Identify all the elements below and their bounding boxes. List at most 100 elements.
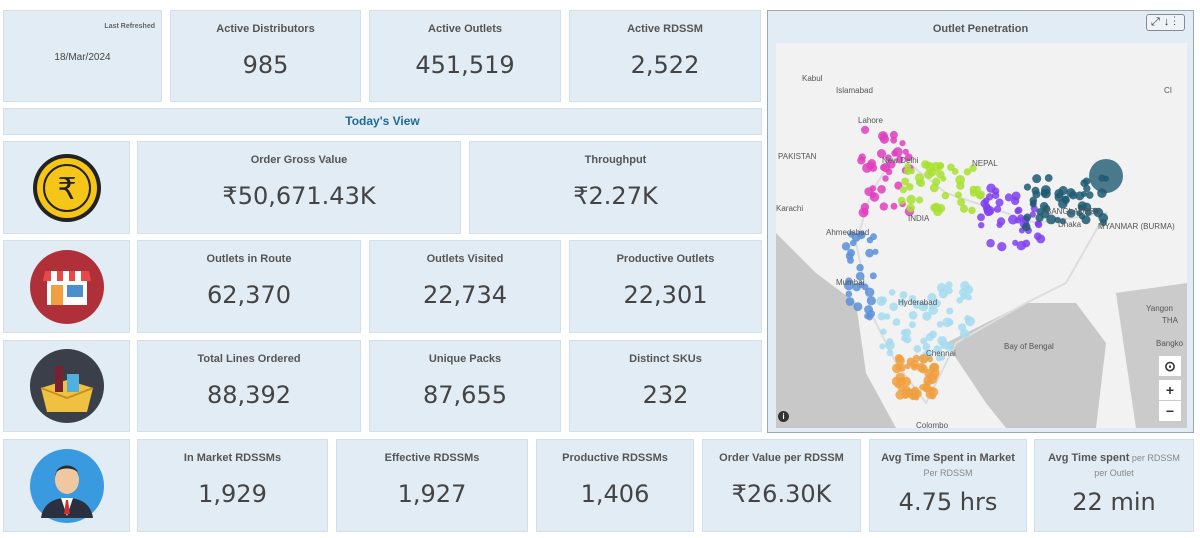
- outlet-dot[interactable]: [923, 375, 934, 386]
- outlet-dot[interactable]: [965, 316, 975, 327]
- outlet-dot[interactable]: [877, 312, 886, 321]
- outlet-dot[interactable]: [1004, 193, 1013, 202]
- outlet-dot[interactable]: [867, 159, 877, 168]
- outlet-dot[interactable]: [914, 389, 922, 398]
- outlet-dot[interactable]: [1010, 196, 1020, 206]
- outlet-dot[interactable]: [945, 287, 953, 295]
- outlet-dot[interactable]: [857, 156, 866, 165]
- outlet-dot[interactable]: [926, 356, 934, 363]
- outlet-dot[interactable]: [1016, 240, 1026, 251]
- outlet-dot[interactable]: [1044, 174, 1053, 182]
- outlet-dot[interactable]: [882, 175, 889, 182]
- outlet-dot[interactable]: [899, 140, 906, 147]
- outlet-dot[interactable]: [889, 302, 898, 312]
- outlet-dot[interactable]: [888, 289, 896, 296]
- outlet-dot[interactable]: [1085, 191, 1094, 199]
- outlet-dot[interactable]: [1032, 190, 1041, 199]
- outlet-dot[interactable]: [1039, 202, 1049, 211]
- outlet-dot[interactable]: [1092, 207, 1099, 214]
- outlet-dot[interactable]: [866, 236, 874, 244]
- outlet-dot[interactable]: [864, 287, 875, 297]
- outlet-dot[interactable]: [937, 335, 948, 346]
- outlet-dot[interactable]: [1089, 159, 1123, 193]
- outlet-dot[interactable]: [969, 164, 977, 173]
- outlet-dot[interactable]: [923, 385, 931, 393]
- outlet-dot[interactable]: [892, 147, 903, 157]
- outlet-dot[interactable]: [872, 248, 879, 255]
- outlet-dot[interactable]: [925, 333, 935, 342]
- outlet-dot[interactable]: [1059, 218, 1067, 225]
- outlet-dot[interactable]: [880, 328, 887, 336]
- outlet-dot[interactable]: [969, 189, 978, 197]
- outlet-dot[interactable]: [916, 196, 924, 204]
- outlet-dot[interactable]: [905, 183, 914, 191]
- zoom-out-button[interactable]: −: [1159, 401, 1181, 421]
- outlet-dot[interactable]: [1066, 208, 1076, 218]
- outlet-dot[interactable]: [995, 198, 1004, 207]
- outlet-dot[interactable]: [908, 295, 917, 303]
- outlet-dot[interactable]: [1066, 188, 1076, 198]
- download-icon[interactable]: ↓: [1163, 16, 1174, 28]
- outlet-dot[interactable]: [1029, 211, 1037, 218]
- outlet-dot[interactable]: [1076, 210, 1083, 217]
- outlet-dot[interactable]: [885, 154, 892, 162]
- outlet-dot[interactable]: [985, 193, 994, 201]
- outlet-dot[interactable]: [902, 388, 911, 398]
- outlet-dot[interactable]: [901, 177, 910, 186]
- outlet-dot[interactable]: [942, 317, 953, 328]
- outlet-dot[interactable]: [1012, 239, 1019, 246]
- outlet-dot[interactable]: [986, 183, 996, 193]
- outlet-dot[interactable]: [1032, 174, 1042, 184]
- outlet-dot[interactable]: [899, 186, 907, 194]
- outlet-dot[interactable]: [1061, 196, 1070, 205]
- outlet-dot[interactable]: [954, 191, 962, 199]
- outlet-dot[interactable]: [1030, 199, 1037, 206]
- outlet-dot[interactable]: [1022, 222, 1031, 232]
- outlet-dot[interactable]: [920, 337, 928, 345]
- outlet-dot[interactable]: [924, 170, 934, 180]
- outlet-dot[interactable]: [1058, 186, 1068, 196]
- outlet-dot[interactable]: [903, 167, 912, 176]
- zoom-in-button[interactable]: +: [1159, 380, 1181, 400]
- outlet-dot[interactable]: [908, 310, 918, 320]
- outlet-dot[interactable]: [900, 329, 908, 336]
- outlet-dot[interactable]: [843, 280, 854, 291]
- outlet-dot[interactable]: [883, 313, 891, 320]
- outlet-dot[interactable]: [855, 271, 865, 281]
- outlet-dot[interactable]: [869, 272, 877, 280]
- outlet-dot[interactable]: [1008, 214, 1018, 225]
- outlet-dot[interactable]: [965, 293, 972, 301]
- outlet-dot[interactable]: [957, 198, 966, 207]
- outlet-dot[interactable]: [879, 343, 886, 350]
- outlet-dot[interactable]: [866, 296, 876, 306]
- outlet-dot[interactable]: [897, 363, 906, 372]
- outlet-dot[interactable]: [885, 340, 895, 351]
- outlet-dot[interactable]: [894, 181, 903, 190]
- outlet-dot[interactable]: [916, 362, 926, 373]
- outlet-dot[interactable]: [946, 307, 954, 315]
- outlet-dot[interactable]: [984, 204, 991, 211]
- outlet-dot[interactable]: [955, 175, 965, 185]
- outlet-dot[interactable]: [886, 349, 894, 357]
- outlet-dot[interactable]: [845, 252, 854, 260]
- outlet-dot[interactable]: [1083, 184, 1091, 193]
- outlet-dot[interactable]: [976, 192, 984, 200]
- outlet-dot[interactable]: [895, 372, 905, 383]
- outlet-dot[interactable]: [986, 238, 995, 248]
- outlet-dot[interactable]: [932, 373, 939, 380]
- outlet-dot[interactable]: [876, 149, 887, 159]
- outlet-dot[interactable]: [930, 203, 939, 212]
- outlet-dot[interactable]: [857, 230, 864, 238]
- outlet-dot[interactable]: [910, 360, 919, 369]
- outlet-dot[interactable]: [968, 206, 976, 215]
- outlet-dot[interactable]: [852, 283, 861, 292]
- outlet-dot[interactable]: [978, 221, 985, 229]
- outlet-dot[interactable]: [899, 290, 908, 299]
- outlet-dot[interactable]: [951, 168, 959, 175]
- outlet-dot[interactable]: [945, 281, 953, 289]
- outlet-dot[interactable]: [864, 313, 871, 320]
- outlet-dot[interactable]: [959, 329, 970, 339]
- outlet-dot[interactable]: [915, 179, 922, 186]
- outlet-dot[interactable]: [853, 302, 863, 312]
- outlet-dot[interactable]: [993, 205, 1002, 213]
